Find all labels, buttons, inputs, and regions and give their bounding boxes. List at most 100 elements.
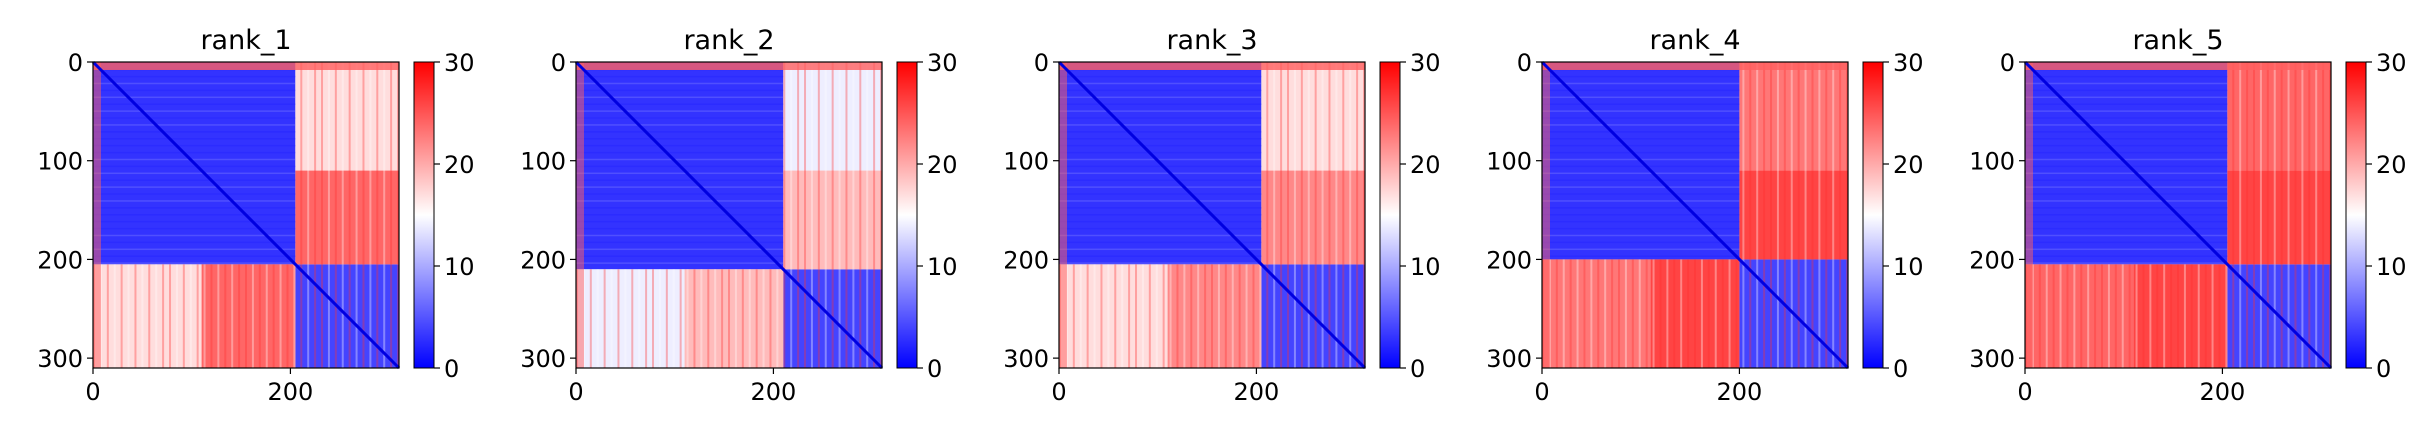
texture-stripe (334, 264, 337, 368)
texture-stripe (1059, 124, 1262, 126)
texture-stripe (169, 264, 172, 368)
colorbar (1862, 61, 1884, 369)
x-tick-label: 0 (568, 378, 583, 406)
texture-stripe (1687, 259, 1690, 368)
texture-stripe (845, 62, 848, 270)
texture-stripe (93, 117, 296, 119)
texture-stripe (93, 151, 296, 154)
texture-stripe (1624, 259, 1627, 368)
texture-stripe (866, 62, 869, 270)
texture-stripe (1542, 165, 1740, 168)
texture-stripe (1659, 259, 1662, 368)
texture-stripe (327, 264, 330, 368)
texture-stripe (817, 62, 820, 270)
heatmap-texture (1542, 62, 1849, 368)
y-tick-label: 100 (1486, 148, 1532, 176)
texture-stripe (1293, 264, 1296, 368)
texture-stripe (873, 269, 876, 368)
texture-stripe (1093, 264, 1096, 368)
block-upper-right-a (1261, 62, 1365, 171)
texture-stripe (397, 264, 400, 368)
texture-stripe (1776, 259, 1779, 368)
texture-stripe (1356, 264, 1359, 368)
texture-stripe (576, 234, 784, 237)
x-tick-label: 200 (268, 378, 314, 406)
texture-stripe (1197, 264, 1200, 368)
texture-stripe (797, 62, 800, 270)
texture-stripe (693, 269, 696, 368)
texture-stripe (93, 75, 296, 78)
texture-stripe (1059, 151, 1262, 154)
texture-stripe (217, 264, 220, 368)
texture-stripe (1342, 62, 1345, 265)
texture-stripe (93, 96, 296, 99)
texture-stripe (2087, 264, 2090, 368)
texture-stripe (797, 269, 800, 368)
texture-stripe (1162, 264, 1165, 368)
texture-stripe (113, 264, 116, 368)
texture-stripe (1818, 62, 1821, 260)
texture-stripe (2025, 103, 2228, 105)
texture-stripe (576, 75, 784, 78)
texture-stripe (783, 62, 786, 270)
texture-stripe (576, 186, 784, 188)
texture-stripe (321, 264, 324, 368)
panel-title: rank_5 (2132, 25, 2223, 56)
y-tick-label: 300 (37, 345, 83, 373)
texture-stripe (576, 158, 784, 161)
texture-stripe (652, 269, 655, 368)
block-lower-left-a (576, 269, 685, 368)
texture-stripe (2246, 62, 2249, 265)
texture-stripe (1280, 62, 1283, 265)
texture-stripe (93, 82, 296, 85)
texture-stripe (721, 269, 724, 368)
texture-stripe (362, 264, 365, 368)
texture-stripe (1645, 259, 1648, 368)
y-tick-label: 100 (37, 148, 83, 176)
texture-stripe (2135, 264, 2138, 368)
texture-stripe (1363, 264, 1366, 368)
texture-stripe (2073, 264, 2076, 368)
x-tick-label: 0 (1534, 378, 1549, 406)
texture-stripe (845, 269, 848, 368)
texture-stripe (1804, 62, 1807, 260)
texture-stripe (314, 62, 317, 265)
texture-stripe (576, 255, 784, 257)
texture-stripe (348, 62, 351, 265)
panel-title: rank_1 (200, 25, 291, 56)
texture-stripe (2142, 264, 2145, 368)
texture-stripe (1287, 62, 1290, 265)
texture-stripe (2025, 193, 2228, 195)
colorbar (2345, 61, 2367, 369)
texture-stripe (1059, 248, 1262, 251)
colorbar-tick-label: 20 (1410, 151, 1441, 179)
texture-stripe (1121, 264, 1124, 368)
texture-stripe (321, 62, 324, 265)
texture-stripe (576, 200, 784, 202)
y-tick-label: 200 (37, 246, 83, 274)
texture-stripe (1059, 131, 1262, 133)
texture-stripe (93, 220, 296, 223)
texture-stripe (804, 269, 807, 368)
texture-stripe (2170, 264, 2173, 368)
texture-stripe (576, 103, 784, 105)
texture-stripe (307, 62, 310, 265)
texture-stripe (1349, 62, 1352, 265)
texture-stripe (1307, 264, 1310, 368)
texture-stripe (2025, 89, 2228, 92)
texture-stripe (1072, 264, 1075, 368)
texture-stripe (2239, 62, 2242, 265)
texture-stripe (1597, 259, 1600, 368)
colorbar-tick-label: 0 (444, 355, 459, 383)
texture-stripe (348, 264, 351, 368)
texture-stripe (1259, 264, 1262, 368)
texture-stripe (1059, 255, 1262, 257)
texture-stripe (762, 269, 765, 368)
texture-stripe (873, 62, 876, 270)
texture-stripe (300, 264, 303, 368)
texture-stripe (1059, 200, 1262, 202)
texture-stripe (2225, 264, 2228, 368)
